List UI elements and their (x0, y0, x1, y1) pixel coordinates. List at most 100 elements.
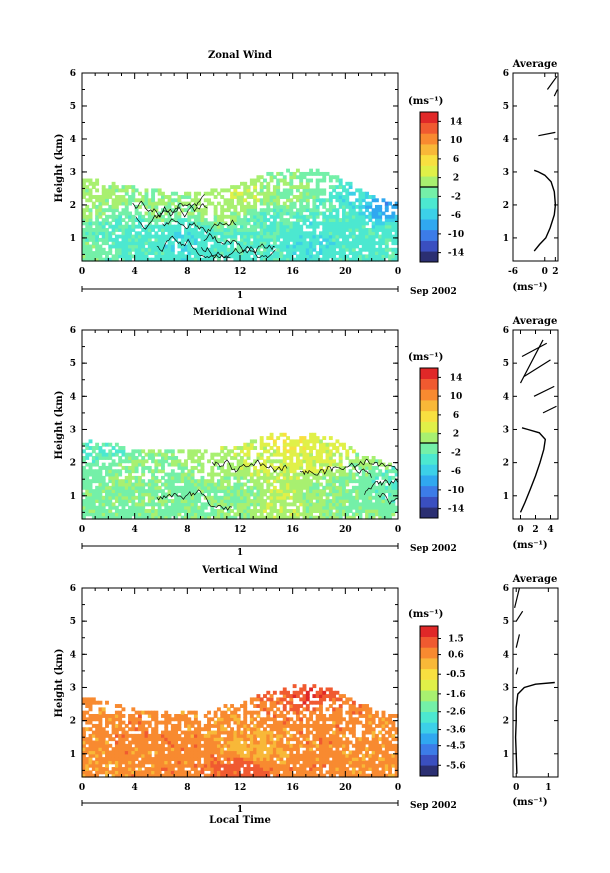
heatmap-cell (91, 181, 96, 186)
heatmap-cell (161, 767, 165, 771)
heatmap-cell (282, 442, 287, 447)
heatmap-cell (121, 465, 126, 470)
heatmap-cell (134, 770, 139, 775)
heatmap-cell (259, 218, 264, 223)
heatmap-cell (236, 750, 241, 755)
heatmap-cell (197, 757, 202, 762)
heatmap-cell (161, 218, 165, 223)
heatmap-cell (315, 254, 320, 259)
heatmap-cell (184, 459, 188, 464)
heatmap-cell (286, 770, 290, 775)
heatmap-cell (114, 763, 119, 768)
xtick-label: 8 (184, 525, 190, 535)
heatmap-cell (223, 502, 228, 507)
heatmap-cell (299, 201, 304, 206)
heatmap-cell (177, 211, 182, 216)
heatmap-cell (312, 241, 317, 246)
heatmap-cell (355, 221, 360, 226)
heatmap-cell (243, 773, 248, 778)
heatmap-cell (147, 773, 152, 778)
heatmap-cell (187, 475, 192, 480)
heatmap-cell (236, 228, 241, 232)
heatmap-cell (256, 452, 261, 457)
heatmap-cell (348, 492, 353, 497)
heatmap-cell (114, 208, 119, 213)
heatmap-cell (253, 257, 258, 262)
heatmap-cell (184, 757, 188, 762)
heatmap-cell (358, 475, 363, 480)
heatmap-cell (295, 747, 300, 752)
heatmap-cell (256, 479, 261, 484)
heatmap-cell (190, 472, 195, 477)
heatmap-cell (253, 773, 258, 778)
heatmap-cell (272, 479, 277, 484)
heatmap-cell (108, 234, 113, 239)
heatmap-cell (309, 446, 314, 450)
heatmap-cell (170, 747, 175, 752)
heatmap-cell (141, 218, 146, 223)
heatmap-cell (249, 218, 254, 223)
heatmap-cell (309, 195, 314, 199)
heatmap-cell (351, 231, 356, 236)
heatmap-cell (319, 465, 323, 470)
heatmap-cell (292, 757, 297, 762)
heatmap-cell (98, 237, 103, 242)
heatmap-cell (279, 178, 284, 183)
colorbar-swatch (420, 208, 438, 220)
heatmap-cell (335, 462, 340, 467)
heatmap-cell (319, 456, 323, 460)
heatmap-cell (167, 214, 172, 219)
heatmap-cell (223, 469, 228, 474)
heatmap-cell (95, 247, 100, 252)
heatmap-cell (101, 475, 106, 480)
heatmap-cell (177, 717, 182, 722)
heatmap-cell (325, 442, 330, 447)
heatmap-cell (223, 475, 228, 480)
heatmap-cell (384, 472, 389, 477)
heatmap-cell (118, 499, 123, 504)
heatmap-cell (305, 257, 310, 262)
heatmap-cell (174, 515, 179, 520)
heatmap-cell (358, 509, 363, 513)
profile-ytick-label: 6 (503, 69, 509, 79)
heatmap-cell (213, 462, 218, 467)
heatmap-cell (345, 198, 350, 203)
heatmap-cell (289, 760, 294, 765)
heatmap-cell (164, 244, 169, 249)
heatmap-cell (82, 753, 86, 758)
heatmap-cell (95, 763, 100, 768)
heatmap-cell (197, 218, 202, 223)
heatmap-cell (233, 760, 238, 765)
heatmap-cell (177, 218, 182, 223)
heatmap-cell (328, 499, 333, 504)
heatmap-cell (190, 753, 195, 758)
heatmap-cell (213, 495, 218, 500)
heatmap-cell (95, 475, 100, 480)
heatmap-cell (184, 218, 188, 223)
heatmap-cell (286, 234, 290, 239)
heatmap-cell (299, 459, 304, 464)
heatmap-cell (124, 753, 129, 758)
heatmap-cell (246, 449, 251, 454)
heatmap-cell (207, 710, 211, 715)
heatmap-cell (203, 747, 208, 752)
heatmap-cell (105, 191, 109, 196)
heatmap-cell (174, 714, 179, 718)
heatmap-cell (141, 495, 146, 500)
heatmap-cell (111, 181, 116, 186)
heatmap-cell (246, 188, 251, 193)
heatmap-cell (276, 247, 281, 252)
heatmap-cell (259, 502, 264, 507)
heatmap-cell (266, 482, 271, 487)
heatmap-cell (289, 767, 294, 771)
heatmap-cell (216, 479, 221, 484)
heatmap-cell (101, 515, 106, 520)
heatmap-cell (85, 757, 90, 762)
heatmap-cell (210, 479, 215, 484)
heatmap-cell (358, 465, 363, 470)
heatmap-cell (322, 436, 327, 441)
heatmap-cell (335, 512, 340, 517)
heatmap-cell (253, 218, 258, 223)
day-label-zonal: 1 (237, 291, 243, 301)
heatmap-cell (124, 241, 129, 246)
